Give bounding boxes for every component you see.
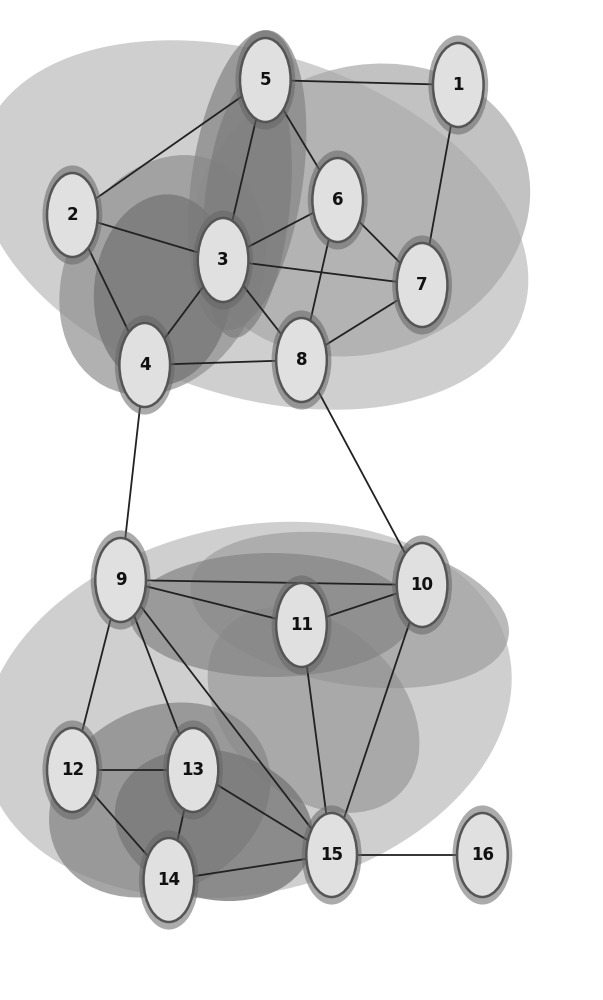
Circle shape — [42, 165, 103, 265]
Ellipse shape — [194, 64, 530, 356]
Circle shape — [428, 35, 488, 135]
Text: 4: 4 — [139, 356, 151, 374]
Ellipse shape — [0, 40, 528, 410]
Circle shape — [42, 720, 103, 820]
Circle shape — [163, 720, 223, 820]
Text: 3: 3 — [217, 251, 229, 269]
Ellipse shape — [207, 607, 420, 813]
Circle shape — [271, 310, 332, 410]
Circle shape — [397, 243, 447, 327]
Ellipse shape — [0, 522, 512, 898]
Text: 14: 14 — [157, 871, 180, 889]
Text: 12: 12 — [61, 761, 84, 779]
Text: 6: 6 — [332, 191, 344, 209]
Circle shape — [95, 538, 146, 622]
Ellipse shape — [94, 194, 232, 386]
Ellipse shape — [188, 30, 306, 330]
Text: 11: 11 — [290, 616, 313, 634]
Text: 8: 8 — [295, 351, 308, 369]
Circle shape — [302, 805, 362, 905]
Circle shape — [235, 30, 295, 130]
Circle shape — [397, 543, 447, 627]
Circle shape — [271, 575, 332, 675]
Circle shape — [306, 813, 357, 897]
Text: 5: 5 — [259, 71, 271, 89]
Circle shape — [47, 728, 98, 812]
Ellipse shape — [130, 553, 413, 677]
Circle shape — [392, 535, 452, 635]
Circle shape — [457, 813, 508, 897]
Text: 16: 16 — [471, 846, 494, 864]
Circle shape — [392, 235, 452, 335]
Text: 2: 2 — [66, 206, 78, 224]
Circle shape — [198, 218, 248, 302]
Circle shape — [276, 318, 327, 402]
Circle shape — [452, 805, 513, 905]
Circle shape — [433, 43, 484, 127]
Text: 13: 13 — [182, 761, 204, 779]
Ellipse shape — [203, 72, 292, 338]
Text: 1: 1 — [452, 76, 464, 94]
Circle shape — [276, 583, 327, 667]
Circle shape — [168, 728, 218, 812]
Circle shape — [47, 173, 98, 257]
Circle shape — [240, 38, 291, 122]
Text: 15: 15 — [320, 846, 343, 864]
Ellipse shape — [49, 702, 271, 898]
Ellipse shape — [191, 532, 509, 688]
Circle shape — [308, 150, 368, 250]
Circle shape — [90, 530, 151, 630]
Ellipse shape — [115, 749, 314, 901]
Text: 10: 10 — [411, 576, 434, 594]
Circle shape — [115, 315, 175, 415]
Circle shape — [312, 158, 363, 242]
Text: 7: 7 — [416, 276, 428, 294]
Ellipse shape — [59, 155, 267, 395]
Circle shape — [119, 323, 170, 407]
Circle shape — [139, 830, 199, 930]
Text: 9: 9 — [115, 571, 127, 589]
Circle shape — [144, 838, 194, 922]
Circle shape — [193, 210, 253, 310]
